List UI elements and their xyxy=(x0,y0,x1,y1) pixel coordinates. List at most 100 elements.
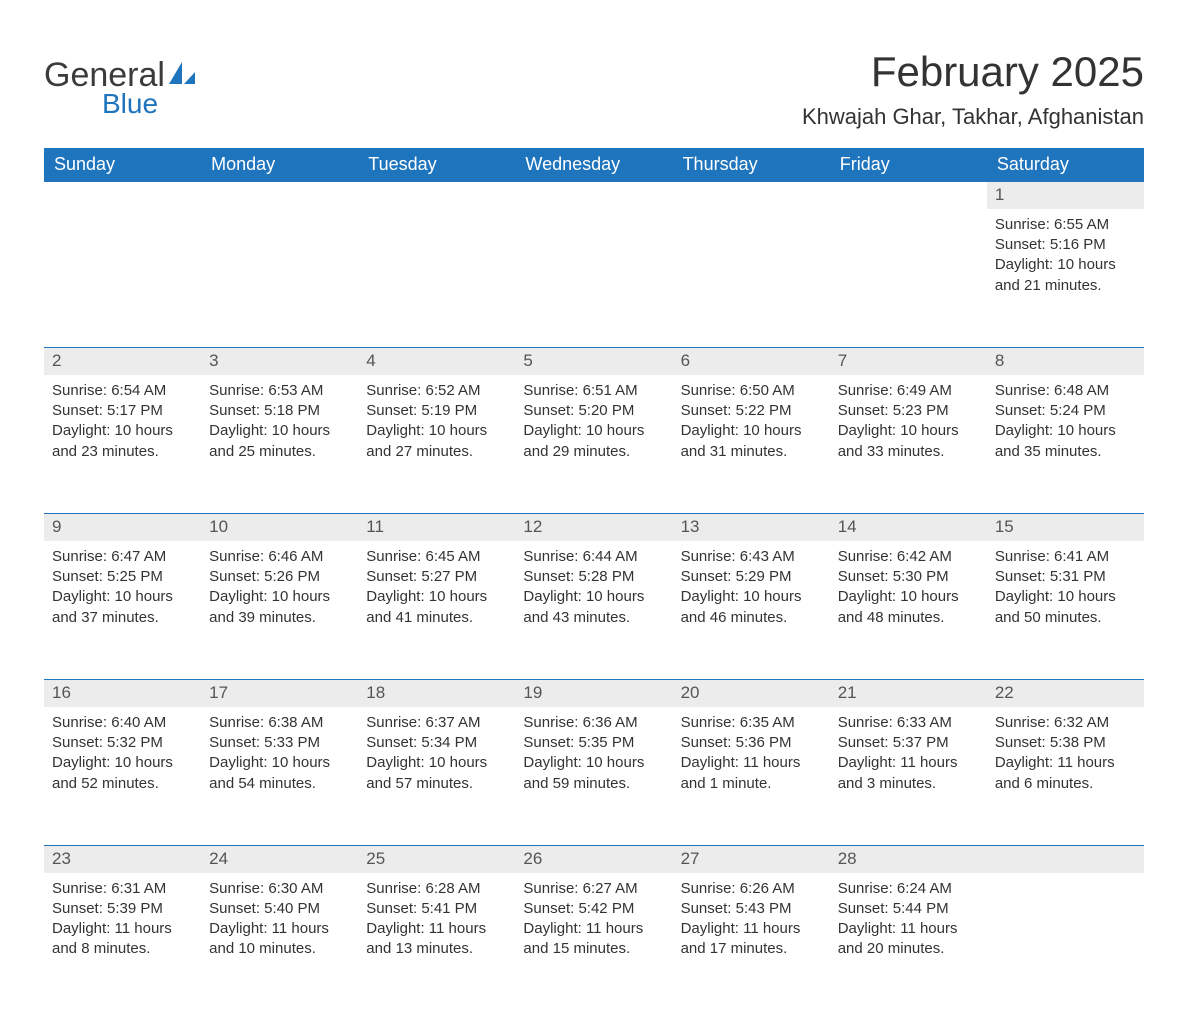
day-info-cell: Sunrise: 6:45 AMSunset: 5:27 PMDaylight:… xyxy=(358,541,515,680)
sunrise-text: Sunrise: 6:41 AM xyxy=(995,547,1136,567)
sunset-text: Sunset: 5:44 PM xyxy=(838,899,979,919)
day-info-cell xyxy=(358,209,515,348)
sunrise-text: Sunrise: 6:31 AM xyxy=(52,879,193,899)
day-info-cell: Sunrise: 6:42 AMSunset: 5:30 PMDaylight:… xyxy=(830,541,987,680)
daylight-text: Daylight: 11 hours and 10 minutes. xyxy=(209,919,350,960)
day-of-week-header: Thursday xyxy=(673,148,830,182)
day-number-cell: 22 xyxy=(987,679,1144,706)
day-info-cell xyxy=(830,209,987,348)
day-number-cell: 17 xyxy=(201,679,358,706)
daylight-text: Daylight: 10 hours and 48 minutes. xyxy=(838,587,979,628)
daylight-text: Daylight: 10 hours and 21 minutes. xyxy=(995,255,1136,296)
day-number-cell: 1 xyxy=(987,182,1144,209)
day-number-cell: 2 xyxy=(44,347,201,374)
sunrise-text: Sunrise: 6:38 AM xyxy=(209,713,350,733)
sunset-text: Sunset: 5:19 PM xyxy=(366,401,507,421)
day-info-cell: Sunrise: 6:37 AMSunset: 5:34 PMDaylight:… xyxy=(358,707,515,846)
sunrise-text: Sunrise: 6:50 AM xyxy=(681,381,822,401)
sunset-text: Sunset: 5:33 PM xyxy=(209,733,350,753)
day-number-cell: 5 xyxy=(515,347,672,374)
day-info-cell: Sunrise: 6:35 AMSunset: 5:36 PMDaylight:… xyxy=(673,707,830,846)
daylight-text: Daylight: 10 hours and 57 minutes. xyxy=(366,753,507,794)
sunrise-text: Sunrise: 6:51 AM xyxy=(523,381,664,401)
header: General Blue February 2025 Khwajah Ghar,… xyxy=(44,40,1144,142)
sunrise-text: Sunrise: 6:37 AM xyxy=(366,713,507,733)
day-of-week-header: Wednesday xyxy=(515,148,672,182)
daylight-text: Daylight: 10 hours and 25 minutes. xyxy=(209,421,350,462)
sunset-text: Sunset: 5:41 PM xyxy=(366,899,507,919)
day-info-cell: Sunrise: 6:40 AMSunset: 5:32 PMDaylight:… xyxy=(44,707,201,846)
sunset-text: Sunset: 5:28 PM xyxy=(523,567,664,587)
sunset-text: Sunset: 5:37 PM xyxy=(838,733,979,753)
day-info-cell: Sunrise: 6:50 AMSunset: 5:22 PMDaylight:… xyxy=(673,375,830,514)
daylight-text: Daylight: 10 hours and 33 minutes. xyxy=(838,421,979,462)
brand-word-1: General xyxy=(44,58,165,92)
sunset-text: Sunset: 5:29 PM xyxy=(681,567,822,587)
day-number-cell: 10 xyxy=(201,513,358,540)
sunrise-text: Sunrise: 6:27 AM xyxy=(523,879,664,899)
sunset-text: Sunset: 5:20 PM xyxy=(523,401,664,421)
daylight-text: Daylight: 10 hours and 37 minutes. xyxy=(52,587,193,628)
day-info-cell: Sunrise: 6:24 AMSunset: 5:44 PMDaylight:… xyxy=(830,873,987,1011)
sunrise-text: Sunrise: 6:33 AM xyxy=(838,713,979,733)
day-info-cell xyxy=(673,209,830,348)
daylight-text: Daylight: 10 hours and 41 minutes. xyxy=(366,587,507,628)
day-info-cell: Sunrise: 6:41 AMSunset: 5:31 PMDaylight:… xyxy=(987,541,1144,680)
daylight-text: Daylight: 10 hours and 35 minutes. xyxy=(995,421,1136,462)
day-number-cell: 24 xyxy=(201,845,358,872)
day-info-cell: Sunrise: 6:55 AMSunset: 5:16 PMDaylight:… xyxy=(987,209,1144,348)
day-number-cell: 19 xyxy=(515,679,672,706)
day-number-cell: 12 xyxy=(515,513,672,540)
sunrise-text: Sunrise: 6:55 AM xyxy=(995,215,1136,235)
day-info-cell: Sunrise: 6:47 AMSunset: 5:25 PMDaylight:… xyxy=(44,541,201,680)
sunset-text: Sunset: 5:17 PM xyxy=(52,401,193,421)
sunset-text: Sunset: 5:18 PM xyxy=(209,401,350,421)
daylight-text: Daylight: 11 hours and 17 minutes. xyxy=(681,919,822,960)
sunset-text: Sunset: 5:36 PM xyxy=(681,733,822,753)
daylight-text: Daylight: 10 hours and 43 minutes. xyxy=(523,587,664,628)
day-info-cell xyxy=(987,873,1144,1011)
sunrise-text: Sunrise: 6:52 AM xyxy=(366,381,507,401)
sunrise-text: Sunrise: 6:47 AM xyxy=(52,547,193,567)
day-number-cell: 26 xyxy=(515,845,672,872)
sunset-text: Sunset: 5:16 PM xyxy=(995,235,1136,255)
brand-word-2: Blue xyxy=(102,88,195,120)
sunrise-text: Sunrise: 6:46 AM xyxy=(209,547,350,567)
day-info-cell: Sunrise: 6:54 AMSunset: 5:17 PMDaylight:… xyxy=(44,375,201,514)
day-of-week-header: Sunday xyxy=(44,148,201,182)
sunrise-text: Sunrise: 6:53 AM xyxy=(209,381,350,401)
daylight-text: Daylight: 10 hours and 50 minutes. xyxy=(995,587,1136,628)
day-number-cell xyxy=(830,182,987,209)
day-info-cell: Sunrise: 6:32 AMSunset: 5:38 PMDaylight:… xyxy=(987,707,1144,846)
daylight-text: Daylight: 10 hours and 29 minutes. xyxy=(523,421,664,462)
daylight-text: Daylight: 11 hours and 3 minutes. xyxy=(838,753,979,794)
sunset-text: Sunset: 5:40 PM xyxy=(209,899,350,919)
day-number-cell xyxy=(673,182,830,209)
day-number-cell: 23 xyxy=(44,845,201,872)
day-info-cell: Sunrise: 6:36 AMSunset: 5:35 PMDaylight:… xyxy=(515,707,672,846)
day-number-cell: 8 xyxy=(987,347,1144,374)
sunset-text: Sunset: 5:42 PM xyxy=(523,899,664,919)
sunrise-text: Sunrise: 6:35 AM xyxy=(681,713,822,733)
sunrise-text: Sunrise: 6:30 AM xyxy=(209,879,350,899)
sunset-text: Sunset: 5:31 PM xyxy=(995,567,1136,587)
sunset-text: Sunset: 5:38 PM xyxy=(995,733,1136,753)
day-info-cell: Sunrise: 6:51 AMSunset: 5:20 PMDaylight:… xyxy=(515,375,672,514)
day-number-cell: 14 xyxy=(830,513,987,540)
daylight-text: Daylight: 10 hours and 59 minutes. xyxy=(523,753,664,794)
day-number-cell: 11 xyxy=(358,513,515,540)
brand-logo: General Blue xyxy=(44,58,195,120)
day-number-cell xyxy=(987,845,1144,872)
daylight-text: Daylight: 11 hours and 1 minute. xyxy=(681,753,822,794)
day-number-cell: 28 xyxy=(830,845,987,872)
day-info-cell xyxy=(44,209,201,348)
sunset-text: Sunset: 5:39 PM xyxy=(52,899,193,919)
day-info-cell: Sunrise: 6:28 AMSunset: 5:41 PMDaylight:… xyxy=(358,873,515,1011)
day-number-cell: 13 xyxy=(673,513,830,540)
day-number-cell: 27 xyxy=(673,845,830,872)
day-number-cell: 16 xyxy=(44,679,201,706)
sunrise-text: Sunrise: 6:44 AM xyxy=(523,547,664,567)
day-number-cell: 9 xyxy=(44,513,201,540)
day-info-cell: Sunrise: 6:53 AMSunset: 5:18 PMDaylight:… xyxy=(201,375,358,514)
sunrise-text: Sunrise: 6:43 AM xyxy=(681,547,822,567)
